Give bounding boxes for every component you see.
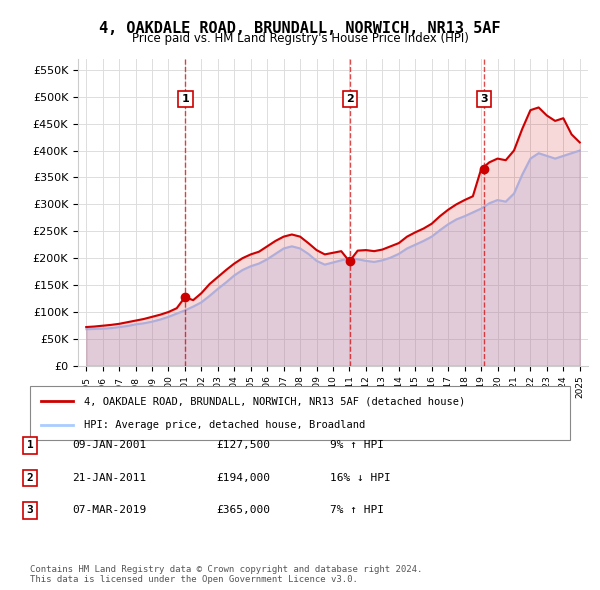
Text: Contains HM Land Registry data © Crown copyright and database right 2024.
This d: Contains HM Land Registry data © Crown c… bbox=[30, 565, 422, 584]
Text: 21-JAN-2011: 21-JAN-2011 bbox=[72, 473, 146, 483]
Text: 7% ↑ HPI: 7% ↑ HPI bbox=[330, 506, 384, 515]
Text: £365,000: £365,000 bbox=[216, 506, 270, 515]
Text: Price paid vs. HM Land Registry's House Price Index (HPI): Price paid vs. HM Land Registry's House … bbox=[131, 32, 469, 45]
Text: £127,500: £127,500 bbox=[216, 441, 270, 450]
Text: 1: 1 bbox=[182, 94, 190, 104]
Text: 1: 1 bbox=[26, 441, 34, 450]
Text: 4, OAKDALE ROAD, BRUNDALL, NORWICH, NR13 5AF: 4, OAKDALE ROAD, BRUNDALL, NORWICH, NR13… bbox=[99, 21, 501, 35]
Text: 16% ↓ HPI: 16% ↓ HPI bbox=[330, 473, 391, 483]
Text: 2: 2 bbox=[26, 473, 34, 483]
Text: £194,000: £194,000 bbox=[216, 473, 270, 483]
Text: 3: 3 bbox=[480, 94, 488, 104]
Text: 2: 2 bbox=[346, 94, 354, 104]
Text: 9% ↑ HPI: 9% ↑ HPI bbox=[330, 441, 384, 450]
Text: HPI: Average price, detached house, Broadland: HPI: Average price, detached house, Broa… bbox=[84, 419, 365, 430]
Text: 09-JAN-2001: 09-JAN-2001 bbox=[72, 441, 146, 450]
Text: 07-MAR-2019: 07-MAR-2019 bbox=[72, 506, 146, 515]
FancyBboxPatch shape bbox=[30, 386, 570, 440]
Text: 3: 3 bbox=[26, 506, 34, 515]
Text: 4, OAKDALE ROAD, BRUNDALL, NORWICH, NR13 5AF (detached house): 4, OAKDALE ROAD, BRUNDALL, NORWICH, NR13… bbox=[84, 396, 465, 407]
